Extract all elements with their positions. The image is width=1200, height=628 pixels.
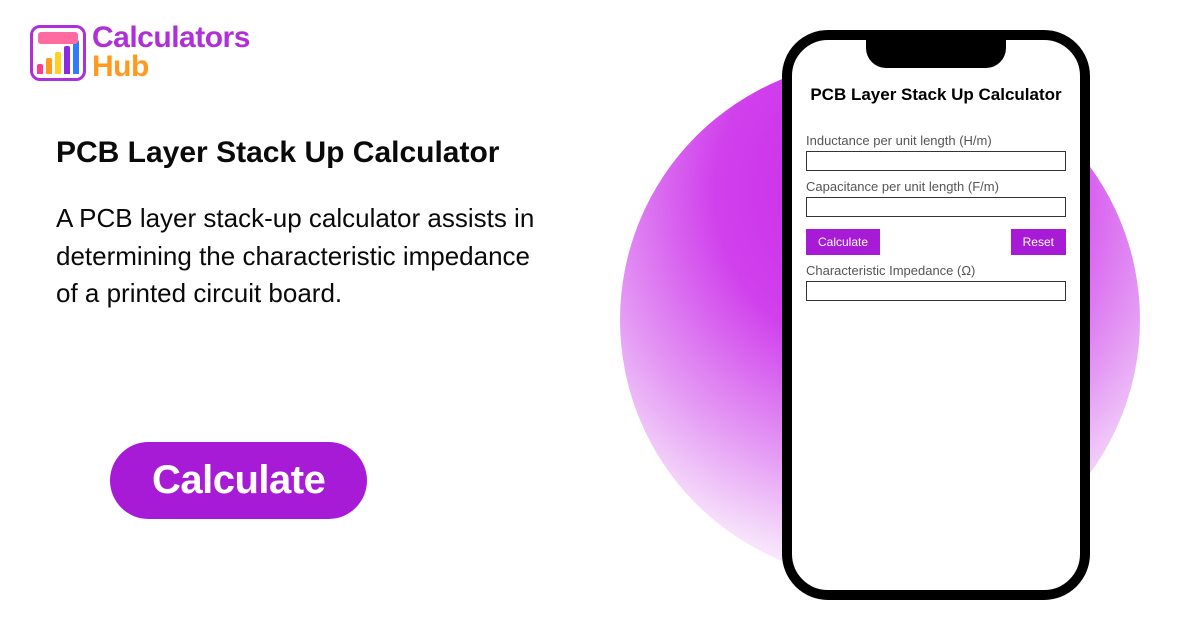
brand-logo[interactable]: Calculators Hub bbox=[30, 24, 250, 81]
bar-1 bbox=[37, 64, 43, 74]
bar-5 bbox=[73, 40, 79, 74]
capacitance-input[interactable] bbox=[806, 197, 1066, 217]
app-screen: PCB Layer Stack Up Calculator Inductance… bbox=[792, 40, 1080, 315]
page-description: A PCB layer stack-up calculator assists … bbox=[56, 200, 556, 313]
impedance-output[interactable] bbox=[806, 281, 1066, 301]
page-title: PCB Layer Stack Up Calculator bbox=[56, 136, 499, 170]
app-title: PCB Layer Stack Up Calculator bbox=[806, 84, 1066, 105]
phone-notch bbox=[866, 40, 1006, 68]
brand-line1: Calculators bbox=[92, 24, 250, 53]
brand-line2: Hub bbox=[92, 53, 250, 82]
inductance-input[interactable] bbox=[806, 151, 1066, 171]
impedance-label: Characteristic Impedance (Ω) bbox=[806, 263, 1066, 278]
button-row: Calculate Reset bbox=[806, 229, 1066, 255]
brand-text: Calculators Hub bbox=[92, 24, 250, 81]
inductance-label: Inductance per unit length (H/m) bbox=[806, 133, 1066, 148]
calculator-icon bbox=[30, 25, 86, 81]
app-reset-button[interactable]: Reset bbox=[1011, 229, 1066, 255]
phone-frame: PCB Layer Stack Up Calculator Inductance… bbox=[782, 30, 1090, 600]
bar-2 bbox=[46, 58, 52, 74]
calculate-cta-button[interactable]: Calculate bbox=[110, 442, 367, 519]
bar-3 bbox=[55, 52, 61, 74]
capacitance-label: Capacitance per unit length (F/m) bbox=[806, 179, 1066, 194]
bar-4 bbox=[64, 46, 70, 74]
app-calculate-button[interactable]: Calculate bbox=[806, 229, 880, 255]
